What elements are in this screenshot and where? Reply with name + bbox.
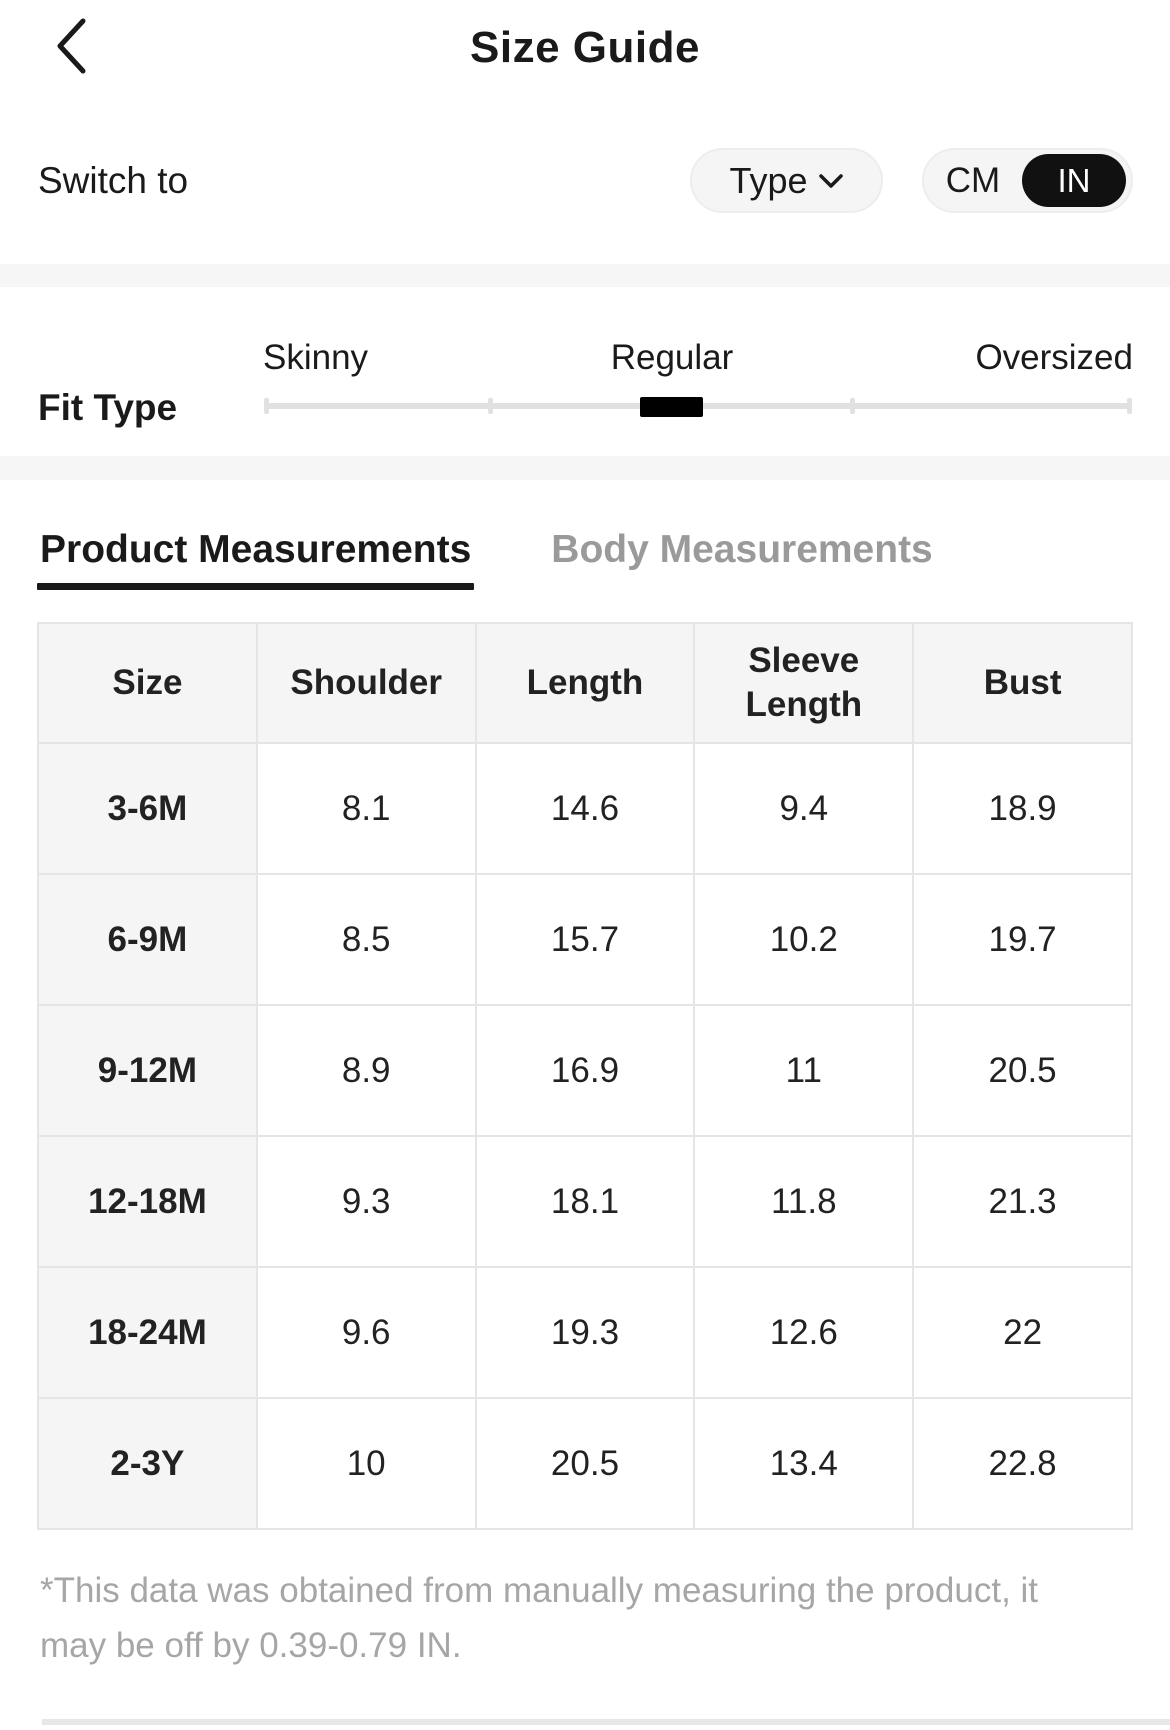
fit-slider-tick [264,398,269,414]
size-table-header: Size Shoulder Length Sleeve Length Bust [37,622,1133,744]
app-header: Size Guide [0,0,1170,95]
size-table: Size Shoulder Length Sleeve Length Bust … [37,622,1133,1530]
size-cell: 2-3Y [37,1397,258,1530]
size-cell: 3-6M [37,742,258,875]
size-cell: 6-9M [37,873,258,1006]
switch-to-label: Switch to [38,159,189,201]
fit-type-section: Fit Type Skinny Regular Oversized [0,287,1170,456]
column-header-sleeve-length: Sleeve Length [693,622,915,744]
fit-option-regular[interactable]: Regular [610,338,734,377]
chevron-left-icon [50,18,94,81]
table-row: 9-12M 8.9 16.9 11 20.5 [37,1004,1133,1137]
column-header-size: Size [37,622,258,744]
table-row: 12-18M 9.3 18.1 11.8 21.3 [37,1135,1133,1268]
value-cell: 19.7 [912,873,1133,1006]
back-button[interactable] [48,14,96,80]
fit-option-skinny[interactable]: Skinny [263,338,369,377]
table-header-row: Size Shoulder Length Sleeve Length Bust [37,622,1133,744]
unit-toggle[interactable]: CM IN [922,148,1133,213]
value-cell: 12.6 [693,1266,915,1399]
measurement-disclaimer: *This data was obtained from manually me… [40,1571,1039,1665]
bottom-divider [42,1719,1170,1725]
value-cell: 9.3 [255,1135,477,1268]
tab-product-measurements-label: Product Measurements [40,528,472,571]
fit-option-oversized[interactable]: Oversized [975,338,1133,377]
page-title: Size Guide [470,23,700,72]
unit-option-cm[interactable]: CM [945,160,1001,200]
value-cell: 11.8 [693,1135,915,1268]
value-cell: 19.3 [474,1266,696,1399]
value-cell: 18.1 [474,1135,696,1268]
type-dropdown-label: Type [729,159,808,201]
value-cell: 11 [693,1004,915,1137]
unit-option-in[interactable]: IN [1022,154,1126,207]
table-row: 2-3Y 10 20.5 13.4 22.8 [37,1397,1133,1530]
value-cell: 13.4 [693,1397,915,1530]
value-cell: 8.9 [255,1004,477,1137]
value-cell: 10.2 [693,873,915,1006]
value-cell: 21.3 [912,1135,1133,1268]
column-header-bust: Bust [912,622,1133,744]
table-row: 3-6M 8.1 14.6 9.4 18.9 [37,742,1133,875]
value-cell: 8.1 [255,742,477,875]
chevron-down-icon [818,172,844,190]
value-cell: 10 [255,1397,477,1530]
measurement-tabs: Product Measurements Body Measurements [37,528,1130,590]
value-cell: 16.9 [474,1004,696,1137]
section-divider-band [0,456,1170,480]
value-cell: 20.5 [912,1004,1133,1137]
tab-body-measurements[interactable]: Body Measurements [551,530,932,570]
fit-slider-tick [850,398,855,414]
unit-row: Switch to Type CM IN [38,148,1133,213]
size-cell: 18-24M [37,1266,258,1399]
active-tab-underline [37,583,475,590]
tab-body-measurements-label: Body Measurements [551,528,933,571]
value-cell: 20.5 [474,1397,696,1530]
value-cell: 22 [912,1266,1133,1399]
fit-slider-tick [1127,398,1132,414]
size-cell: 9-12M [37,1004,258,1137]
fit-type-label: Fit Type [38,387,178,428]
tab-product-measurements[interactable]: Product Measurements [37,528,475,590]
value-cell: 22.8 [912,1397,1133,1530]
fit-slider-handle[interactable] [640,397,703,417]
column-header-length: Length [474,622,696,744]
size-cell: 12-18M [37,1135,258,1268]
value-cell: 18.9 [912,742,1133,875]
value-cell: 15.7 [474,873,696,1006]
fit-slider-tick [488,398,493,414]
value-cell: 9.4 [693,742,915,875]
table-row: 18-24M 9.6 19.3 12.6 22 [37,1266,1133,1399]
section-divider-band [0,264,1170,287]
column-header-shoulder: Shoulder [255,622,477,744]
value-cell: 9.6 [255,1266,477,1399]
value-cell: 14.6 [474,742,696,875]
table-row: 6-9M 8.5 15.7 10.2 19.7 [37,873,1133,1006]
size-table-body: 3-6M 8.1 14.6 9.4 18.9 6-9M 8.5 15.7 10.2 19.7 9-1… [37,742,1133,1530]
type-dropdown-button[interactable]: Type [690,148,883,213]
value-cell: 8.5 [255,873,477,1006]
